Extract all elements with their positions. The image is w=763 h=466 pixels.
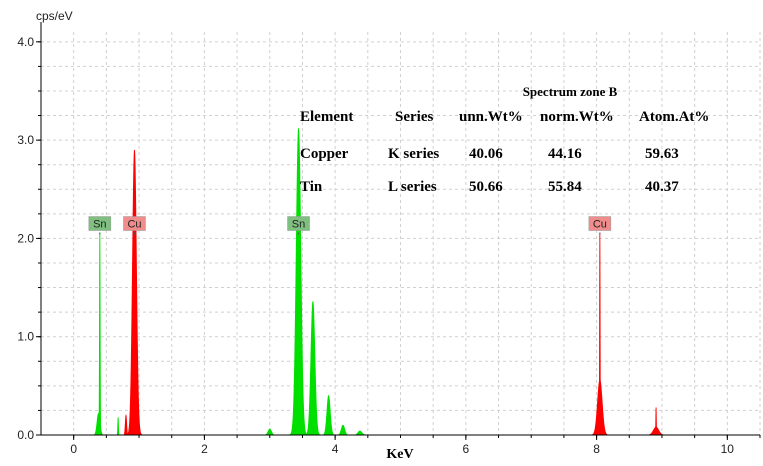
y-axis-label: cps/eV (36, 9, 73, 23)
peak-sn (334, 424, 352, 436)
table-cell: 44.16 (548, 146, 582, 162)
y-tick-label: 3.0 (17, 133, 34, 147)
peak-sn (303, 301, 323, 436)
y-tick-label: 2.0 (17, 231, 34, 245)
y-tick-label: 0.0 (17, 428, 34, 442)
x-tick-label: 6 (463, 442, 470, 456)
table-cell: 50.66 (469, 179, 503, 195)
peak-sn (98, 232, 102, 436)
peak-sn (261, 428, 278, 436)
table-cell: K series (388, 146, 439, 162)
table-header-cell: Series (395, 109, 433, 125)
table-header-cell: Atom.At% (639, 109, 709, 125)
peak-cu (124, 149, 145, 436)
peak-label-cu: Cu (123, 216, 146, 235)
peak-label-cu: Cu (588, 216, 612, 235)
table-header-cell: unn.Wt% (459, 109, 523, 125)
peak-label-text: Sn (93, 219, 106, 231)
table-cell: 40.06 (469, 146, 503, 162)
x-tick-label: 8 (593, 442, 600, 456)
table-cell: Copper (300, 146, 349, 162)
peak-label-sn: Sn (88, 216, 112, 235)
table-cell: 59.63 (645, 146, 679, 162)
x-tick-label: 0 (70, 442, 77, 456)
table-caption: Spectrum zone B (523, 84, 618, 99)
table-cell: 55.84 (548, 179, 582, 195)
peak-cu (588, 379, 612, 436)
table-cell: L series (388, 179, 437, 195)
x-tick-label: 10 (721, 442, 735, 456)
table-header-cell: Element (300, 109, 353, 125)
table-cell: 40.37 (645, 179, 679, 195)
peak-label-text: Sn (292, 219, 305, 231)
peak-sn (350, 430, 370, 436)
peak-label-box (88, 216, 112, 231)
x-axis-label: KeV (386, 447, 413, 461)
peak-label-box (287, 216, 310, 231)
x-tick-label: 2 (201, 442, 208, 456)
y-tick-label: 4.0 (17, 35, 34, 49)
peak-label-sn: Sn (287, 216, 310, 235)
peak-label-box (588, 216, 612, 231)
peak-sn (116, 417, 120, 436)
peak-label-text: Cu (593, 219, 607, 231)
x-tick-label: 4 (332, 442, 339, 456)
table-cell: Tin (300, 179, 323, 195)
peak-sn (320, 394, 337, 436)
peak-label-text: Cu (127, 219, 141, 231)
y-tick-label: 1.0 (17, 330, 34, 344)
peak-label-box (123, 216, 146, 231)
table-header-cell: norm.Wt% (540, 109, 614, 125)
peak-sn (287, 128, 310, 436)
